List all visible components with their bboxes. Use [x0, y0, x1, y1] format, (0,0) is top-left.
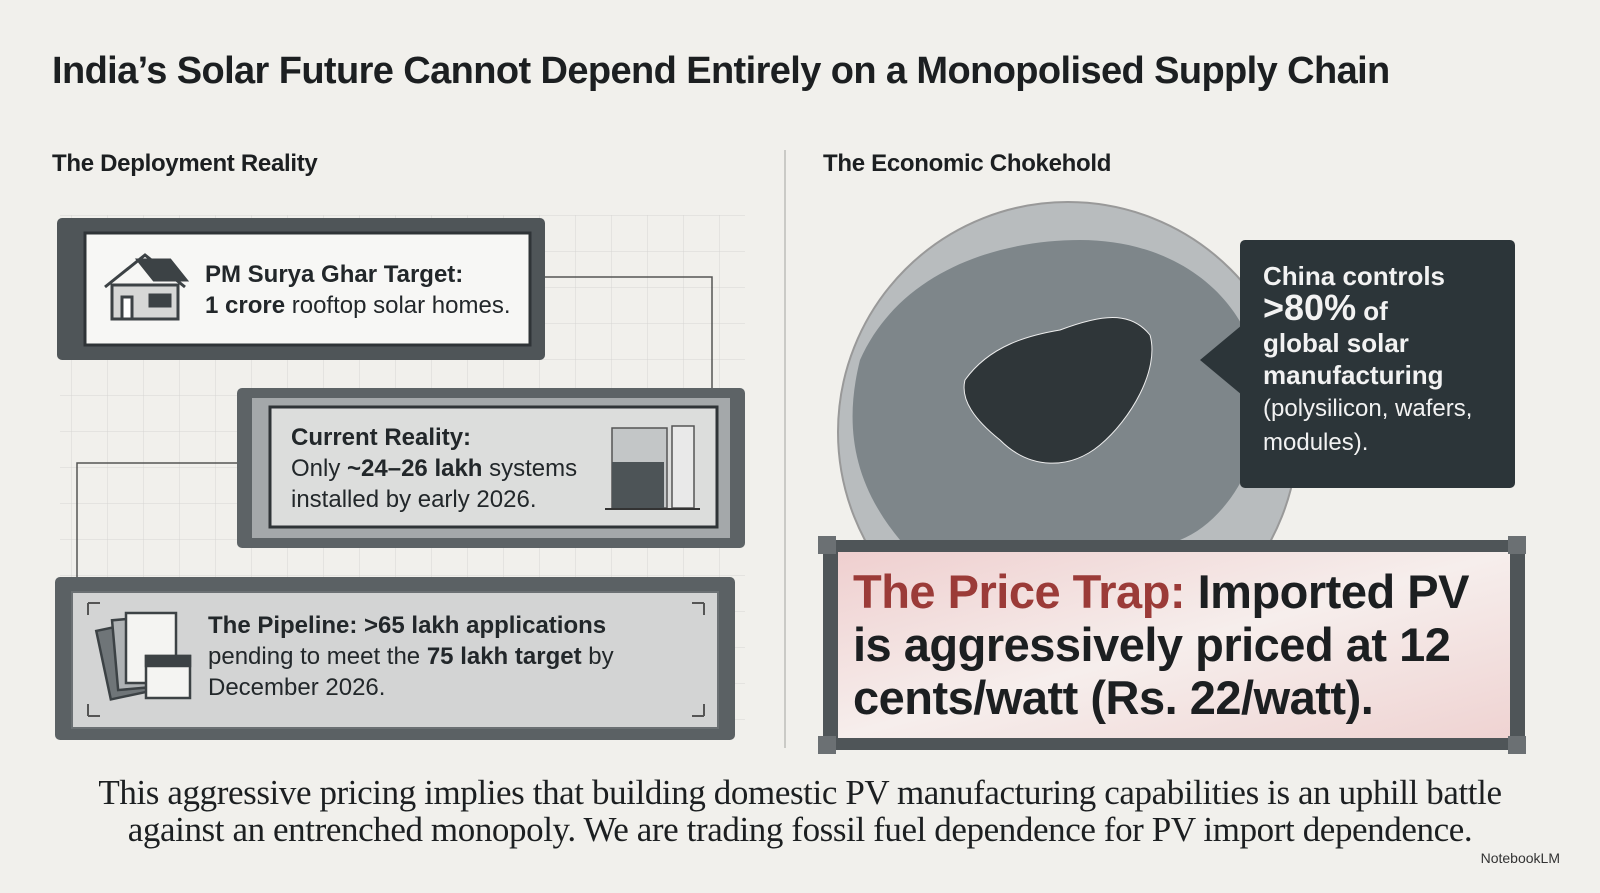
text-line: cents/watt (Rs. 22/watt). — [853, 671, 1469, 724]
text-run: China controls — [1263, 261, 1446, 291]
text-line: >80% of — [1263, 290, 1472, 327]
text-line: This aggressive pricing implies that bui… — [0, 774, 1600, 811]
text-line: global solar — [1263, 327, 1472, 359]
card-text: Current Reality: Only ~24–26 lakh systems… — [291, 422, 577, 515]
text-run: is aggressively priced at 12 — [853, 618, 1451, 671]
text-run: December 2026. — [208, 674, 386, 701]
text-run: of — [1356, 296, 1388, 326]
text-line: December 2026. — [208, 672, 614, 703]
brand: NotebookLM — [1480, 850, 1560, 866]
text-run: (polysilicon, wafers, — [1263, 395, 1473, 422]
text-run: manufacturing — [1263, 360, 1444, 390]
text-run: Only — [291, 455, 348, 482]
text-line: China controls — [1263, 260, 1472, 292]
text-run: Imported PV — [1185, 565, 1470, 618]
text-run: The Pipeline: >65 lakh applications — [208, 612, 607, 639]
text-run: global solar — [1263, 328, 1409, 358]
text-run: The Price Trap: — [853, 565, 1186, 618]
text-line: The Price Trap: Imported PV — [853, 565, 1469, 618]
text-run: cents/watt (Rs. 22/watt). — [853, 671, 1374, 724]
text-line: (polysilicon, wafers, — [1263, 391, 1472, 425]
section-heading: The Economic Chokehold — [823, 150, 1112, 177]
text-run: against an entrenched monopoly. We are t… — [127, 810, 1473, 849]
text-run: This aggressive pricing implies that bui… — [98, 773, 1502, 812]
text-run: rooftop solar homes. — [285, 292, 511, 319]
text-run: by — [581, 643, 614, 670]
text-line: against an entrenched monopoly. We are t… — [0, 811, 1600, 848]
text-line: 1 crore rooftop solar homes. — [205, 290, 511, 321]
card-text: PM Surya Ghar Target: 1 crore rooftop sol… — [205, 259, 511, 321]
text-line: is aggressively priced at 12 — [853, 618, 1469, 671]
text-line: Only ~24–26 lakh systems — [291, 453, 577, 484]
card-text: The Pipeline: >65 lakh applications pendi… — [208, 610, 614, 703]
text-line: installed by early 2026. — [291, 484, 577, 515]
text-run: systems — [482, 455, 578, 482]
section-heading: The Deployment Reality — [52, 150, 318, 177]
title: India’s Solar Future Cannot Depend Entir… — [52, 50, 1390, 92]
footer-text: This aggressive pricing implies that bui… — [0, 774, 1600, 848]
text-run: PM Surya Ghar Target: — [205, 261, 464, 288]
text-line: The Pipeline: >65 lakh applications — [208, 610, 614, 641]
text-run: 75 lakh target — [426, 643, 582, 670]
callout-text: China controls >80% of global solar manufac… — [1263, 260, 1472, 459]
text-run: modules). — [1263, 429, 1369, 456]
price-text: The Price Trap: Imported PV is aggressive… — [853, 565, 1469, 724]
text-line: manufacturing — [1263, 359, 1472, 391]
text-line: modules). — [1263, 425, 1472, 459]
text-run: 1 crore — [205, 292, 286, 319]
text-run: Current Reality: — [291, 424, 472, 451]
text-run: ~24–26 lakh — [347, 455, 483, 482]
text-line: PM Surya Ghar Target: — [205, 259, 511, 290]
text-line: pending to meet the 75 lakh target by — [208, 641, 614, 672]
text-line: Current Reality: — [291, 422, 577, 453]
text-run: pending to meet the — [208, 643, 427, 670]
text-run: installed by early 2026. — [291, 486, 537, 513]
text-run: >80% — [1263, 287, 1357, 328]
